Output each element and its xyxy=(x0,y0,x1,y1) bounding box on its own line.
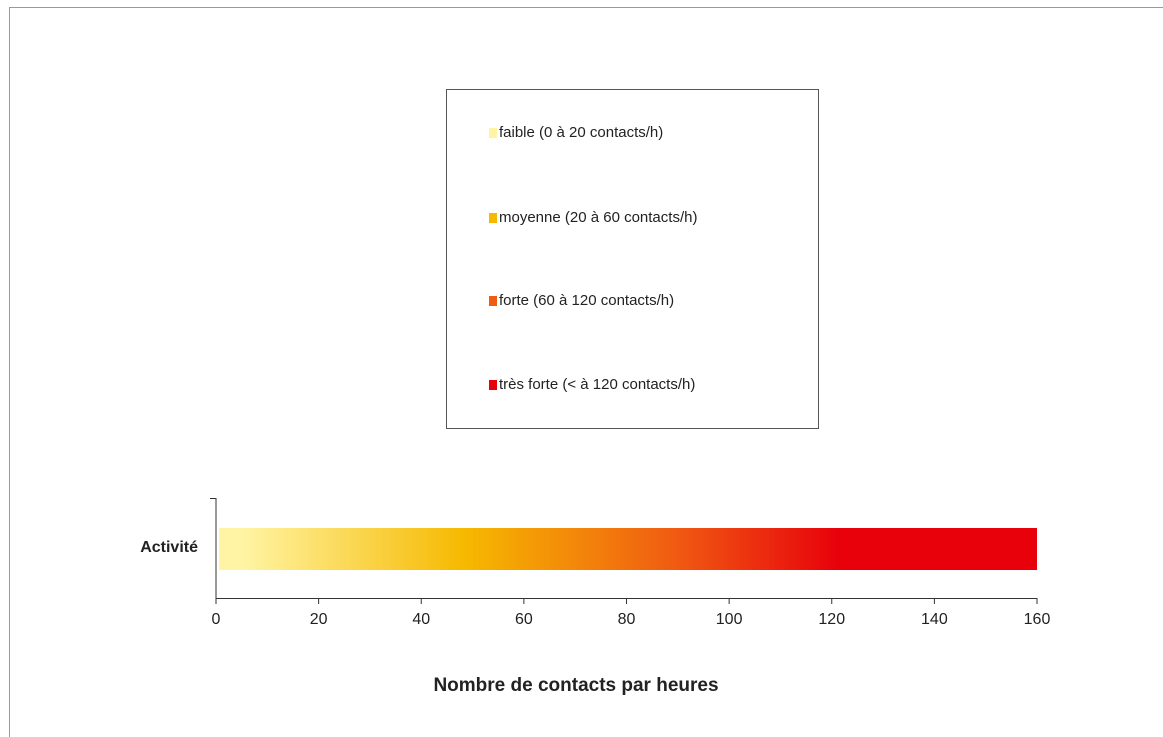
x-tick-label: 80 xyxy=(618,611,636,628)
x-axis-title: Nombre de contacts par heures xyxy=(433,675,718,696)
x-tick-label: 40 xyxy=(412,611,430,628)
category-label: Activité xyxy=(140,539,198,556)
x-tick-label: 120 xyxy=(818,611,845,628)
legend-label: moyenne (20 à 60 contacts/h) xyxy=(499,209,697,226)
x-tick-label: 140 xyxy=(921,611,948,628)
bar xyxy=(219,528,1037,570)
legend-box xyxy=(446,89,819,429)
x-tick-label: 60 xyxy=(515,611,533,628)
legend-swatch xyxy=(489,296,497,306)
legend-swatch xyxy=(489,128,497,138)
legend-label: forte (60 à 120 contacts/h) xyxy=(499,292,674,309)
legend-swatch xyxy=(489,380,497,390)
legend-swatch xyxy=(489,213,497,223)
x-tick-label: 100 xyxy=(716,611,743,628)
x-tick-label: 20 xyxy=(310,611,328,628)
x-tick-label: 0 xyxy=(212,611,221,628)
x-tick-label: 160 xyxy=(1024,611,1051,628)
legend-label: faible (0 à 20 contacts/h) xyxy=(499,124,663,141)
legend-label: très forte (< à 120 contacts/h) xyxy=(499,376,695,393)
